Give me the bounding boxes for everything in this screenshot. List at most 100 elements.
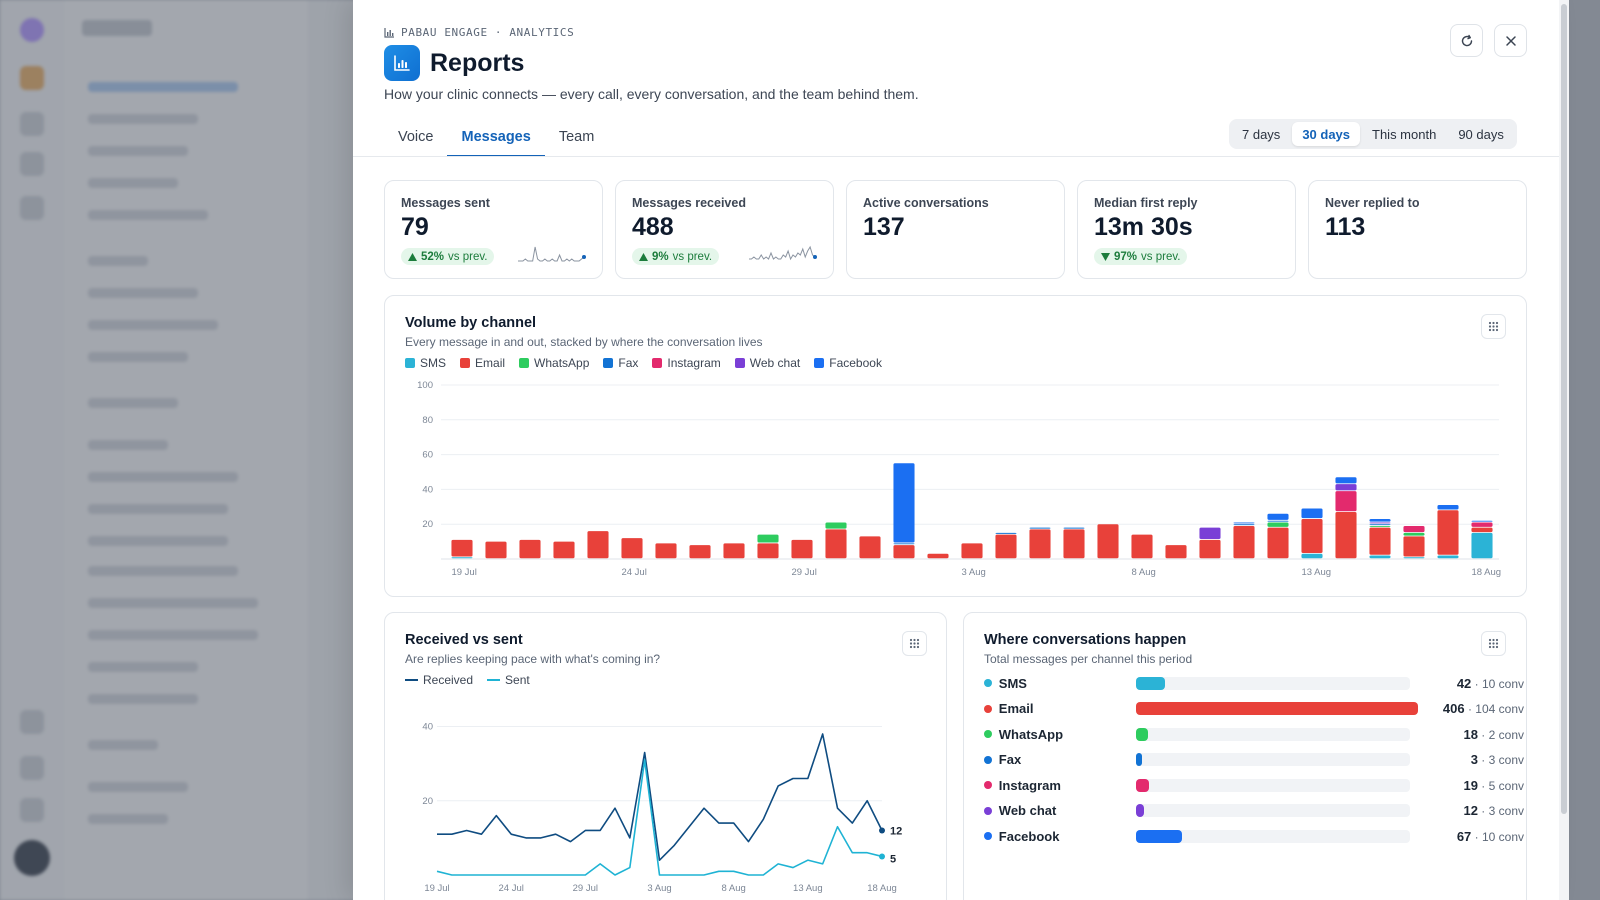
channel-value: 67 · 10 conv bbox=[1410, 829, 1524, 844]
bar-segment-email bbox=[1301, 518, 1323, 553]
channel-message-count: 19 bbox=[1463, 777, 1478, 793]
bar-segment-instagram bbox=[1335, 491, 1357, 512]
channel-message-count: 12 bbox=[1463, 803, 1478, 818]
channel-row-fax: Fax 3 · 3 conv bbox=[984, 750, 1524, 770]
legend-line-swatch bbox=[405, 679, 418, 681]
range-90-days[interactable]: 90 days bbox=[1458, 126, 1504, 142]
channel-conversation-count: · 104 conv bbox=[1464, 702, 1524, 716]
bar-segment-whatsapp bbox=[825, 522, 847, 529]
refresh-button[interactable] bbox=[1450, 24, 1483, 57]
x-tick-label: 3 Aug bbox=[647, 883, 671, 894]
kpi-label: Median first reply bbox=[1094, 196, 1198, 210]
card-title: Received vs sent bbox=[405, 632, 523, 648]
tab-team[interactable]: Team bbox=[545, 116, 608, 157]
bar-segment-email bbox=[1233, 525, 1255, 559]
bar-segment-email bbox=[757, 543, 779, 559]
card-title: Volume by channel bbox=[405, 315, 537, 331]
bar-segment-web-chat bbox=[1199, 527, 1221, 540]
bar-segment-fax bbox=[1233, 524, 1255, 526]
triangle-up-icon bbox=[408, 252, 417, 261]
legend-swatch bbox=[814, 358, 825, 368]
bar-segment-email bbox=[961, 543, 983, 559]
grid-dots-icon bbox=[1488, 321, 1499, 332]
x-tick-label: 24 Jul bbox=[498, 883, 523, 894]
sparkline-end-dot bbox=[813, 255, 817, 259]
legend-item-sms: SMS bbox=[405, 356, 446, 370]
card-title: Where conversations happen bbox=[984, 632, 1187, 648]
reports-panel: PABAU ENGAGE · ANALYTICS Reports How you… bbox=[353, 0, 1559, 900]
tab-messages[interactable]: Messages bbox=[447, 116, 546, 157]
background-sidebar bbox=[64, 0, 308, 900]
range-this-month[interactable]: This month bbox=[1372, 126, 1437, 142]
channel-row-facebook: Facebook 67 · 10 conv bbox=[984, 826, 1524, 846]
legend-swatch bbox=[519, 358, 530, 368]
legend-label: Received bbox=[423, 673, 474, 687]
channel-value: 3 · 3 conv bbox=[1410, 752, 1524, 767]
legend-line-swatch bbox=[487, 679, 501, 681]
channel-dot bbox=[984, 806, 992, 815]
channel-bar-track bbox=[1135, 778, 1411, 792]
y-tick-label: 100 bbox=[417, 380, 433, 391]
bar-segment-fax bbox=[893, 543, 915, 545]
bar-segment-facebook bbox=[1301, 508, 1323, 519]
bar-segment-email bbox=[689, 545, 711, 559]
bar-segment-fax bbox=[1267, 520, 1289, 522]
scrollbar-thumb[interactable] bbox=[1561, 4, 1567, 814]
bar-segment-fax bbox=[1029, 527, 1051, 529]
refresh-icon bbox=[1461, 34, 1472, 46]
channel-name: Email bbox=[998, 701, 1034, 716]
bar-segment-email bbox=[1369, 527, 1391, 555]
kpi-delta-text: vs prev. bbox=[448, 250, 488, 263]
x-tick-label: 13 Aug bbox=[793, 883, 823, 894]
range-30-days[interactable]: 30 days bbox=[1292, 122, 1361, 146]
bar-segment-whatsapp bbox=[757, 534, 779, 543]
channel-bar-fill bbox=[1135, 753, 1142, 766]
x-tick-label: 18 Aug bbox=[1471, 567, 1501, 578]
kpi-never-replied: Never replied to 113 bbox=[1308, 180, 1527, 279]
y-tick-label: 60 bbox=[422, 450, 433, 461]
bar-segment-email bbox=[995, 534, 1017, 559]
kpi-value: 137 bbox=[863, 213, 905, 241]
bar-segment-email bbox=[893, 545, 915, 559]
kpi-messages-sent: Messages sent 79 52% vs prev. bbox=[384, 180, 603, 279]
x-tick-label: 8 Aug bbox=[722, 883, 746, 894]
kpi-value: 488 bbox=[632, 213, 674, 241]
legend-item-instagram: Instagram bbox=[652, 356, 721, 370]
bar-segment-email bbox=[1165, 545, 1187, 559]
legend-swatch bbox=[652, 358, 663, 368]
background-rail bbox=[0, 0, 64, 900]
kpi-delta-badge: 52% vs prev. bbox=[401, 248, 495, 265]
card-menu-button[interactable] bbox=[902, 631, 927, 656]
bar-segment-facebook bbox=[1335, 477, 1357, 484]
bar-segment-email bbox=[1437, 510, 1459, 555]
card-subtitle: Every message in and out, stacked by whe… bbox=[405, 335, 763, 349]
kpi-value: 13m 30s bbox=[1094, 213, 1193, 241]
x-tick-label: 8 Aug bbox=[1131, 567, 1155, 578]
channel-message-count: 18 bbox=[1463, 726, 1478, 742]
bar-segment-email bbox=[1199, 539, 1221, 559]
triangle-down-icon bbox=[1101, 252, 1110, 261]
panel-scrollbar[interactable] bbox=[1559, 0, 1569, 900]
channel-dot bbox=[984, 755, 992, 764]
channel-bar-fill bbox=[1135, 778, 1150, 792]
channel-message-count: 42 bbox=[1456, 675, 1472, 691]
channel-bar-fill bbox=[1135, 702, 1418, 715]
range-7-days[interactable]: 7 days bbox=[1242, 126, 1281, 142]
tab-voice[interactable]: Voice bbox=[384, 116, 447, 157]
kpi-label: Messages sent bbox=[401, 196, 490, 210]
channel-message-count: 67 bbox=[1456, 828, 1472, 844]
bar-segment-email bbox=[1131, 534, 1153, 559]
kpi-value: 113 bbox=[1325, 213, 1366, 241]
channel-bar-fill bbox=[1135, 676, 1166, 690]
date-range-selector: 7 days 30 days This month 90 days bbox=[1229, 119, 1517, 149]
card-menu-button[interactable] bbox=[1481, 631, 1506, 656]
legend-label: Email bbox=[475, 356, 506, 370]
legend-label: Instagram bbox=[667, 356, 721, 370]
bar-segment-sms bbox=[1369, 555, 1391, 559]
bar-segment-email bbox=[1267, 527, 1289, 559]
end-label-sent: 5 bbox=[890, 853, 896, 865]
tab-team-label: Team bbox=[558, 128, 595, 145]
bar-segment-facebook bbox=[1233, 522, 1255, 524]
card-menu-button[interactable] bbox=[1481, 314, 1506, 339]
close-button[interactable] bbox=[1494, 24, 1527, 57]
